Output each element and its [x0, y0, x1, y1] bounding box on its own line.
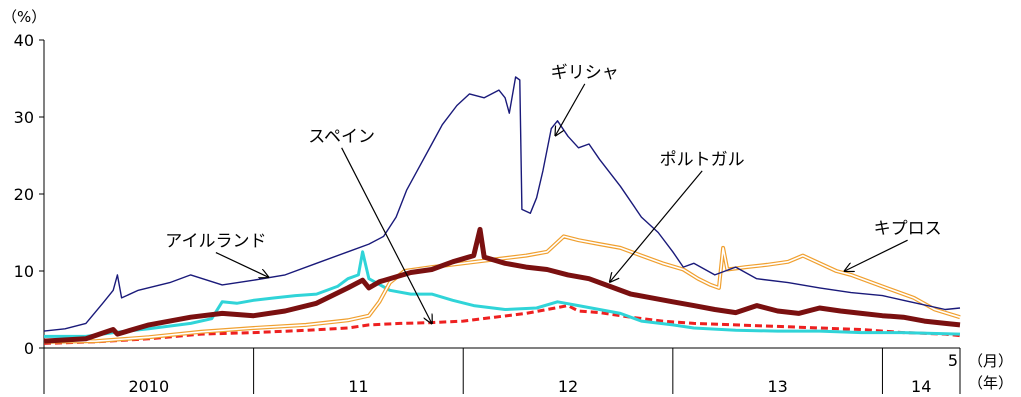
series-line-4 [43, 304, 961, 345]
y-tick-label-3: 30 [14, 108, 34, 127]
year-unit-label: （年） [968, 374, 1013, 392]
annotation-arrow-1 [341, 147, 432, 324]
annotation-arrow-0 [555, 83, 586, 136]
annotation-arrow-2 [610, 170, 703, 282]
y-tick-label-2: 20 [14, 185, 34, 204]
annotation-label-3: アイルランド [165, 232, 266, 252]
year-label-4: 14 [911, 377, 931, 396]
year-label-2: 12 [558, 377, 578, 396]
series-line-1-inner [43, 235, 961, 343]
annotation-label-0: ギリシャ [551, 63, 619, 83]
annotation-label-1: スペイン [308, 127, 375, 147]
month-tick-label: 5 [948, 351, 958, 370]
annotation-arrow-4 [845, 239, 908, 271]
y-tick-label-4: 40 [14, 31, 34, 50]
annotation-label-4: キプロス [874, 219, 942, 239]
y-tick-label-0: 0 [24, 339, 34, 358]
month-unit-label: （月） [968, 352, 1013, 370]
series-line-0 [43, 76, 961, 332]
year-label-3: 13 [767, 377, 787, 396]
series-line-3 [44, 250, 961, 338]
series-line-2 [43, 226, 961, 344]
x-axis: 2010 11 12 13 14 5 （月） （年） [43, 347, 1013, 396]
y-axis: 0 10 20 30 40 [14, 31, 45, 358]
annotation-label-2: ポルトガル [660, 150, 745, 170]
y-tick-label-1: 10 [14, 262, 34, 281]
annotation-arrow-3 [215, 251, 268, 278]
y-axis-unit-label: （%） [2, 8, 46, 26]
series-layer [43, 76, 961, 345]
year-label-1: 11 [348, 377, 368, 396]
year-label-0: 2010 [128, 377, 169, 396]
